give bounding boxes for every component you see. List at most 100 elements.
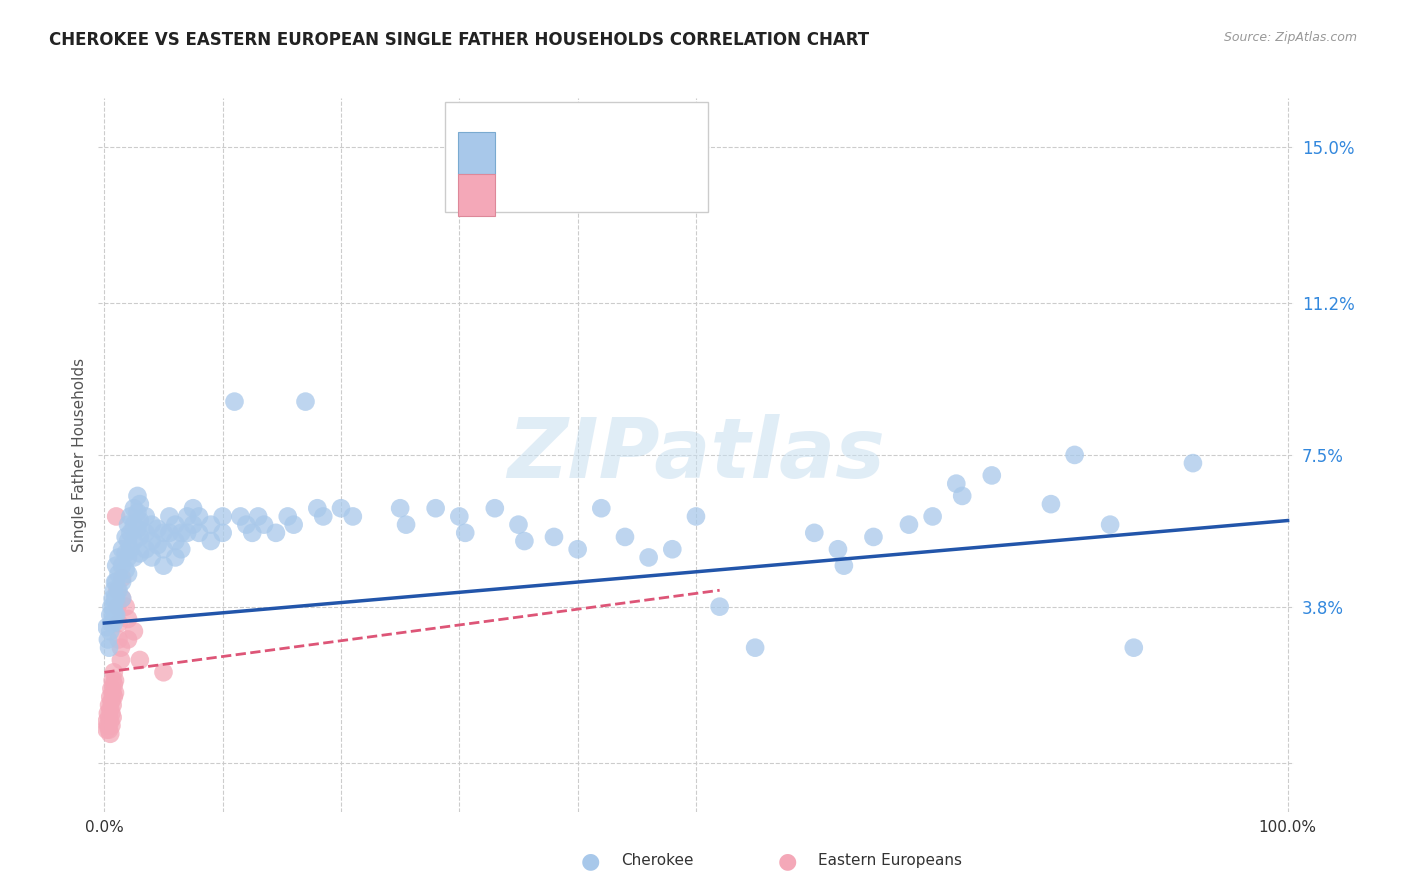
Text: Source: ZipAtlas.com: Source: ZipAtlas.com [1223, 31, 1357, 45]
Point [107, 550, 129, 565]
Point [454, 525, 477, 540]
Point [101, 686, 124, 700]
Point [98, 607, 121, 622]
Point [107, 632, 129, 647]
Point [157, 509, 180, 524]
Point [637, 550, 659, 565]
Point [744, 640, 766, 655]
Point [128, 530, 150, 544]
Point [127, 489, 149, 503]
Text: N =: N = [613, 176, 647, 191]
Point [152, 558, 174, 573]
Point [98, 714, 121, 729]
Point [709, 599, 731, 614]
Point [104, 607, 127, 622]
Point [111, 591, 134, 606]
Point [117, 566, 139, 581]
Point [614, 530, 637, 544]
Point [122, 624, 145, 639]
Text: 39: 39 [661, 176, 682, 191]
Point [661, 542, 683, 557]
Point [97, 706, 120, 721]
Point [395, 517, 418, 532]
Point [96, 620, 118, 634]
Point [508, 517, 530, 532]
Point [484, 501, 506, 516]
Y-axis label: Single Father Households: Single Father Households [72, 358, 87, 552]
Point [330, 501, 353, 516]
Point [1039, 497, 1062, 511]
Point [567, 542, 589, 557]
Text: Eastern Europeans: Eastern Europeans [818, 854, 962, 868]
Point [188, 525, 211, 540]
Point [307, 501, 329, 516]
Point [128, 546, 150, 560]
Point [105, 599, 128, 614]
Point [101, 591, 124, 606]
Point [128, 514, 150, 528]
Point [141, 550, 163, 565]
Point [114, 563, 136, 577]
Point [235, 517, 257, 532]
Point [103, 599, 125, 614]
Point [100, 599, 122, 614]
Point [1099, 517, 1122, 532]
Point [141, 517, 163, 532]
Point [105, 558, 128, 573]
Point [165, 517, 187, 532]
Point [170, 542, 193, 557]
Point [96, 723, 118, 737]
Point [135, 542, 157, 557]
Point [111, 558, 134, 573]
Point [111, 542, 134, 557]
Point [247, 509, 270, 524]
Point [211, 509, 233, 524]
Text: 0.222: 0.222 [537, 176, 585, 191]
Point [114, 530, 136, 544]
Point [101, 673, 124, 688]
Point [803, 525, 825, 540]
Point [253, 517, 276, 532]
Point [127, 505, 149, 519]
Point [101, 607, 124, 622]
Text: N =: N = [613, 134, 647, 149]
Point [104, 686, 127, 700]
Point [921, 509, 943, 524]
Point [101, 710, 124, 724]
Text: R =: R = [503, 134, 536, 149]
Point [105, 591, 128, 606]
Point [122, 517, 145, 532]
Text: ●: ● [778, 851, 797, 871]
Point [128, 497, 150, 511]
Point [135, 525, 157, 540]
Point [117, 632, 139, 647]
Point [100, 694, 122, 708]
Point [111, 571, 134, 585]
Point [98, 727, 121, 741]
Point [181, 501, 204, 516]
Point [103, 690, 125, 704]
Point [950, 489, 973, 503]
Point [110, 640, 132, 655]
Point [104, 591, 127, 606]
Point [200, 517, 222, 532]
Point [591, 501, 613, 516]
Text: 0.257: 0.257 [537, 134, 585, 149]
Point [277, 509, 299, 524]
Point [103, 677, 125, 691]
Point [100, 706, 122, 721]
Point [97, 718, 120, 732]
Point [111, 591, 134, 606]
Point [1122, 640, 1144, 655]
Point [685, 509, 707, 524]
Point [111, 575, 134, 590]
Point [342, 509, 364, 524]
Point [105, 509, 128, 524]
Point [513, 534, 536, 549]
Point [107, 616, 129, 631]
Point [96, 714, 118, 729]
Point [98, 690, 121, 704]
Point [101, 698, 124, 712]
Point [135, 509, 157, 524]
Point [312, 509, 335, 524]
